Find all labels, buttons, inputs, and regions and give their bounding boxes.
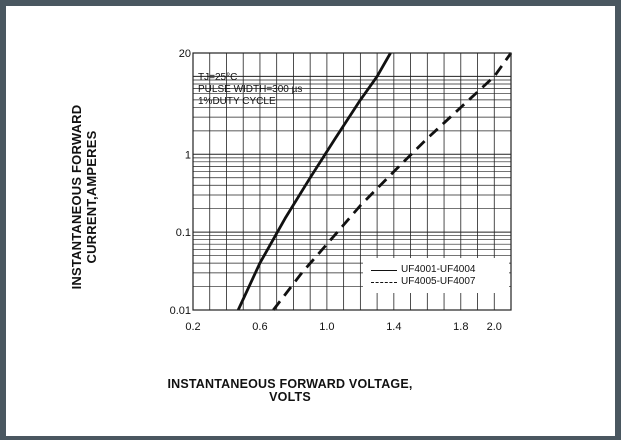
x-tick-label: 1.8 <box>453 321 468 333</box>
x-tick-label: 0.6 <box>252 321 267 333</box>
y-axis-label-line-2: CURRENT,AMPERES <box>84 130 99 264</box>
series-line-1 <box>236 52 392 311</box>
annotation-pulse-width: PULSE WIDTH=300 µs <box>198 84 303 95</box>
x-axis-label: INSTANTANEOUS FORWARD VOLTAGE, VOLTS <box>160 378 420 404</box>
grid <box>193 53 511 310</box>
y-tick-label: 1 <box>185 149 191 161</box>
x-tick-label: 1.0 <box>319 321 334 333</box>
series-lines <box>236 52 513 311</box>
x-tick-label: 0.2 <box>185 321 200 333</box>
y-tick-label: 20 <box>179 48 191 60</box>
annotation-duty-cycle: 1%DUTY CYCLE <box>198 96 276 107</box>
legend-swatch-solid <box>371 270 397 271</box>
legend: UF4001-UF4004 UF4005-UF4007 <box>363 258 509 293</box>
series-line-2 <box>272 52 513 311</box>
legend-label-uf4001: UF4001-UF4004 <box>401 264 476 275</box>
y-axis-label-line-1: INSTANTANEOUS FORWARD <box>69 104 84 290</box>
x-axis-label-line-2: VOLTS <box>269 390 311 404</box>
legend-swatch-dashed <box>371 282 397 283</box>
annotation-temperature: TJ=25°C <box>198 72 238 83</box>
x-tick-label: 1.4 <box>386 321 401 333</box>
plot-border <box>192 52 512 311</box>
x-tick-label: 2.0 <box>487 321 502 333</box>
y-tick-label: 0.01 <box>170 305 191 317</box>
y-tick-label: 0.1 <box>176 227 191 239</box>
y-axis-label: INSTANTANEOUS FORWARD CURRENT,AMPERES <box>69 67 99 327</box>
legend-label-uf4005: UF4005-UF4007 <box>401 276 476 287</box>
x-axis-label-line-1: INSTANTANEOUS FORWARD VOLTAGE, <box>167 377 413 391</box>
tick-labels: 0.2 0.6 1.0 1.4 1.8 2.0 0.01 0.1 1 20 <box>170 48 502 333</box>
